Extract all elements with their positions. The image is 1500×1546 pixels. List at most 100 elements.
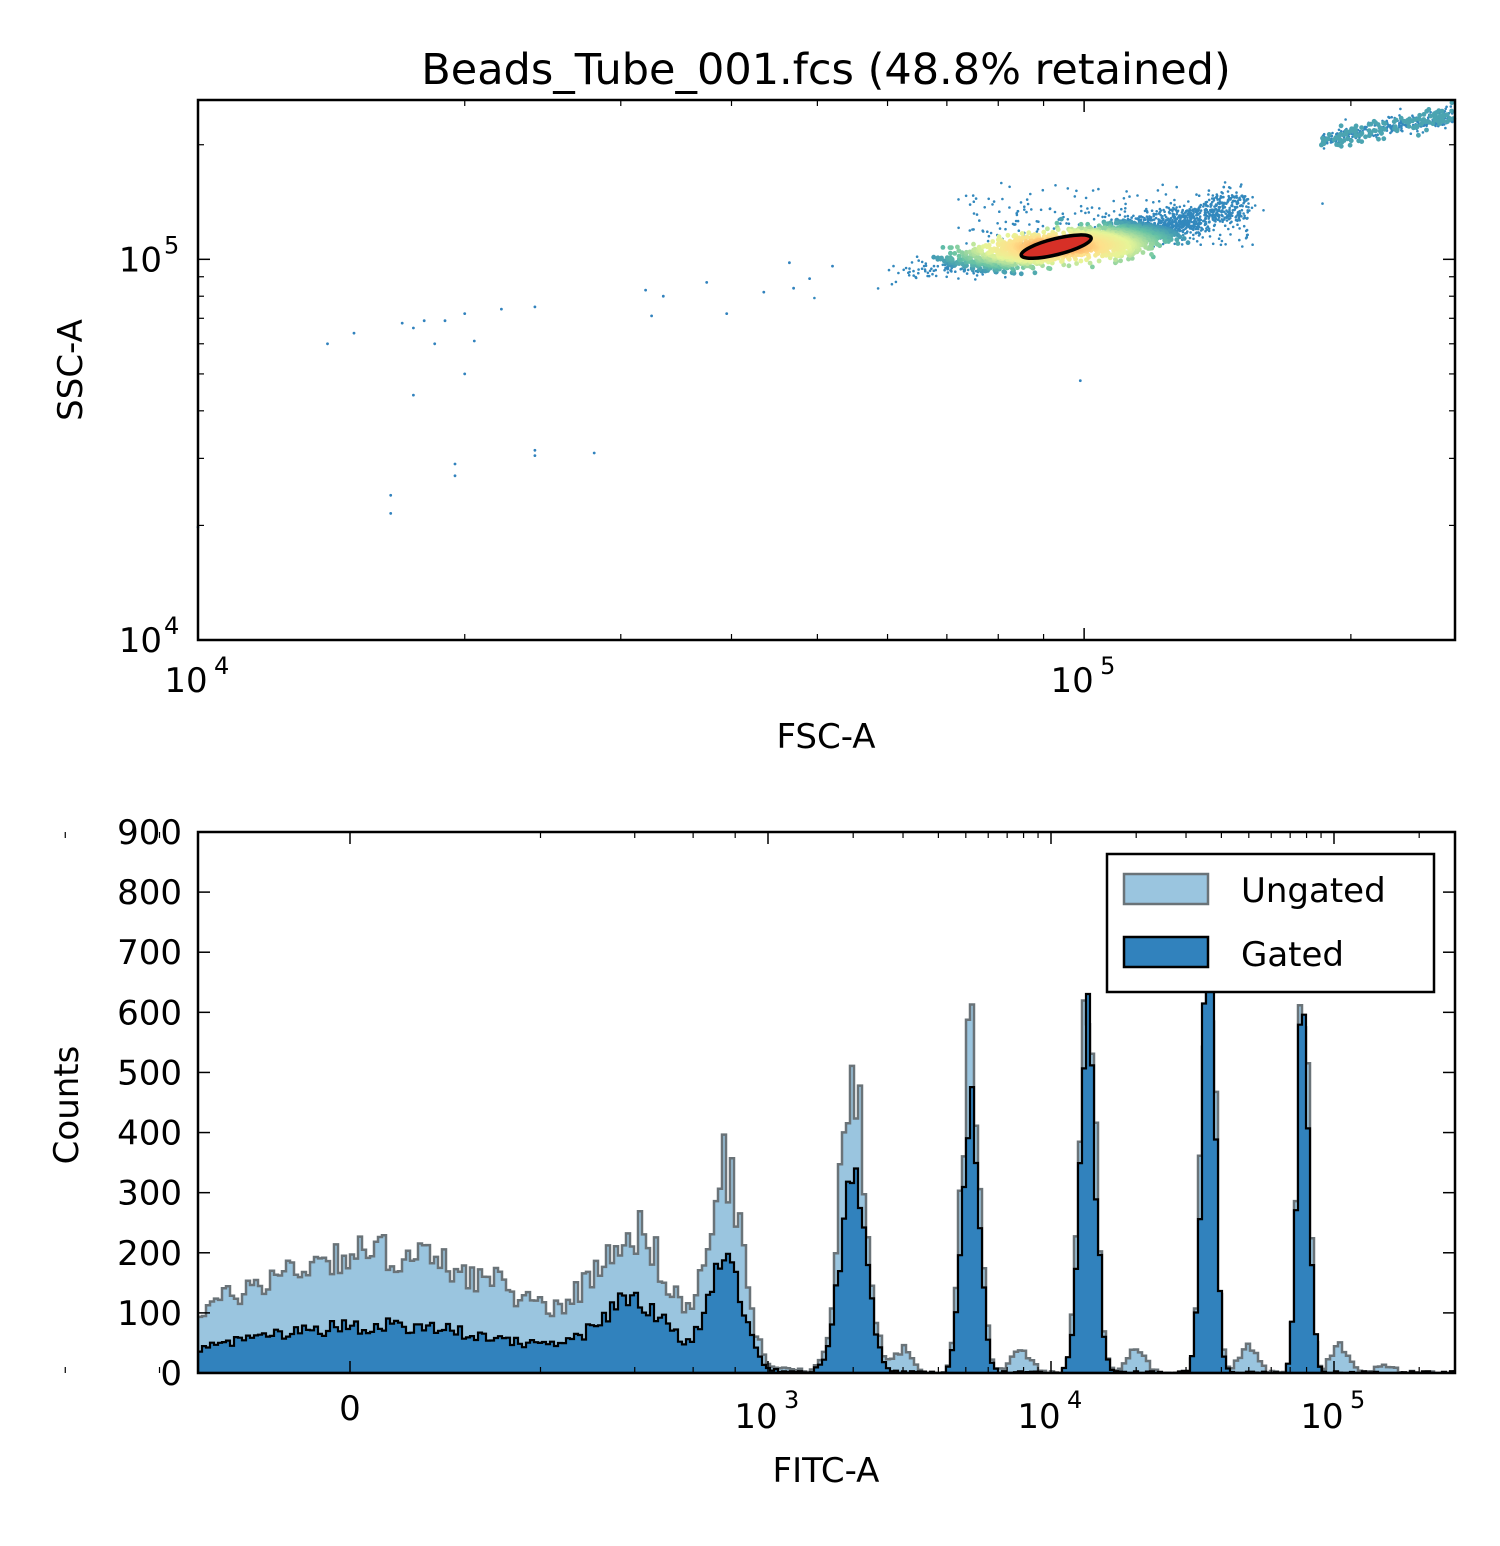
scatter-point: [1187, 225, 1191, 229]
scatter-point: [998, 227, 1002, 230]
scatter-point: [1078, 258, 1084, 264]
scatter-point: [943, 268, 946, 272]
scatter-point: [945, 275, 948, 279]
scatter-point: [1191, 208, 1195, 211]
scatter-point: [1100, 252, 1106, 258]
scatter-point: [1222, 195, 1225, 199]
scatter-point: [1168, 221, 1171, 225]
scatter-point: [1438, 113, 1443, 118]
scatter-point: [1420, 120, 1426, 125]
scatter-point: [1177, 234, 1183, 240]
scatter-point: [1005, 232, 1011, 238]
scatter-point: [983, 206, 986, 209]
histogram-legend: Ungated Gated: [1105, 852, 1436, 994]
scatter-point: [974, 197, 978, 200]
scatter-point: [1186, 212, 1190, 215]
scatter-point: [1222, 210, 1226, 214]
scatter-point: [1152, 201, 1155, 204]
scatter-point: [965, 272, 969, 275]
scatter-point: [1152, 214, 1155, 218]
scatter-point: [1185, 240, 1191, 246]
scatter-point: [1219, 195, 1223, 198]
scatter-point: [975, 213, 979, 216]
scatter-point: [1344, 129, 1349, 134]
scatter-point: [1398, 115, 1404, 121]
scatter-point: [1210, 214, 1214, 218]
scatter-point: [1189, 218, 1192, 222]
scatter-point: [1352, 125, 1358, 131]
scatter-point: [981, 273, 984, 276]
scatter-outlier-point: [422, 319, 426, 323]
scatter-point: [1347, 142, 1353, 148]
scatter-point: [1161, 219, 1164, 222]
scatter-point: [1212, 199, 1216, 202]
scatter-point: [1321, 202, 1324, 205]
scatter-point: [1084, 196, 1088, 200]
histogram-frame: [196, 830, 1457, 1375]
scatter-point: [1325, 136, 1331, 142]
scatter-point: [934, 274, 938, 278]
scatter-point: [1376, 133, 1379, 136]
scatter-point: [1400, 124, 1403, 128]
scatter-point: [1196, 227, 1200, 231]
scatter-point: [920, 267, 924, 271]
scatter-point: [1223, 181, 1227, 184]
scatter-point: [1189, 209, 1193, 212]
scatter-point: [1204, 213, 1208, 217]
scatter-point: [1080, 209, 1083, 213]
scatter-point: [1434, 118, 1440, 123]
scatter-point: [923, 268, 927, 271]
scatter-point: [987, 197, 990, 201]
scatter-point: [1107, 214, 1111, 217]
scatter-point: [1201, 236, 1204, 239]
scatter-point: [1001, 269, 1007, 275]
scatter-point: [912, 269, 915, 273]
scatter-point: [1218, 220, 1222, 223]
scatter-point: [1154, 213, 1157, 216]
scatter-point: [1173, 198, 1176, 202]
scatter-point: [1223, 216, 1226, 219]
scatter-point: [1236, 212, 1240, 215]
scatter-point: [1140, 250, 1146, 255]
scatter-point: [949, 245, 954, 251]
scatter-point: [1172, 206, 1175, 210]
scatter-point: [1227, 186, 1231, 189]
scatter-point: [1246, 211, 1249, 214]
scatter-point: [1197, 234, 1201, 237]
scatter-point: [1208, 235, 1212, 238]
scatter-point: [949, 269, 952, 272]
scatter-point: [1445, 105, 1448, 109]
histogram-y-label: Counts: [47, 1046, 87, 1165]
scatter-point: [1197, 194, 1201, 197]
scatter-point: [1197, 225, 1201, 229]
scatter-point: [940, 245, 946, 250]
scatter-point: [1008, 185, 1011, 189]
scatter-point: [1202, 202, 1206, 206]
scatter-point: [1189, 231, 1192, 234]
scatter-point: [1004, 220, 1008, 224]
scatter-point: [1013, 223, 1016, 226]
scatter-point: [1334, 135, 1339, 140]
scatter-point: [1212, 228, 1215, 232]
hist-y-tick-label: 0: [160, 1354, 182, 1394]
scatter-point: [963, 268, 967, 272]
scatter-point: [1215, 193, 1219, 196]
hist-y-tick-label: 900: [117, 813, 182, 853]
scatter-point: [1184, 227, 1187, 231]
scatter-point: [902, 268, 905, 272]
scatter-point: [1241, 204, 1244, 208]
scatter-point: [1390, 130, 1393, 133]
scatter-point: [1376, 136, 1381, 142]
scatter-point: [1379, 130, 1384, 136]
scatter-point: [1172, 220, 1176, 224]
scatter-point: [1234, 195, 1238, 199]
scatter-point: [1052, 227, 1056, 230]
scatter-point: [1322, 132, 1326, 136]
scatter-point: [1004, 227, 1007, 231]
scatter-point: [968, 229, 972, 232]
scatter-point: [1073, 195, 1077, 198]
scatter-point: [1345, 136, 1351, 142]
scatter-point: [1174, 237, 1180, 243]
scatter-point: [1428, 113, 1434, 119]
scatter-point: [1388, 124, 1392, 127]
